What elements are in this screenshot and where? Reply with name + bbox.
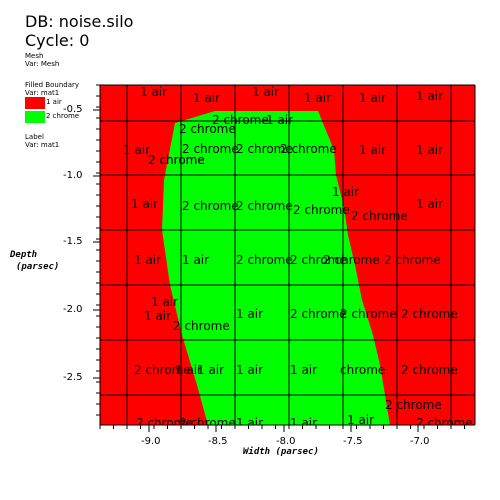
label-legend-title: Label xyxy=(25,133,59,141)
chrome-color-swatch xyxy=(25,111,45,123)
cell-label: 2 chrome xyxy=(280,142,337,156)
cell-label: 1 air xyxy=(144,309,171,323)
cell-label: 1 air xyxy=(347,413,374,425)
cell-label: 2 chrome xyxy=(293,203,350,217)
cell-label: 1 air xyxy=(123,143,150,157)
x-tick-label: -9.0 xyxy=(141,436,161,447)
filled-boundary-var: Var: mat1 xyxy=(25,89,79,97)
cell-label: 2 chrome xyxy=(148,153,205,167)
cell-label: 2 chrome xyxy=(323,253,380,267)
cell-label: 1 air xyxy=(236,416,263,425)
cell-label: 1 air xyxy=(416,197,443,211)
cell-label: 2 chrome xyxy=(212,113,269,127)
cell-label: 1 air xyxy=(416,89,443,103)
mesh-legend-var: Var: Mesh xyxy=(25,60,59,68)
cell-label: 2 chrome xyxy=(416,416,473,425)
cell-label: 2 chrome xyxy=(236,253,293,267)
air-legend-label: 1 air xyxy=(46,98,62,106)
cell-label: 1 air xyxy=(236,363,263,377)
x-tick-label: -8.5 xyxy=(208,436,228,447)
database-title: DB: noise.silo xyxy=(25,12,133,31)
cell-label: 2 chrome xyxy=(340,307,397,321)
cell-label: 1 air xyxy=(359,91,386,105)
mesh-legend-title: Mesh xyxy=(25,52,59,60)
x-tick-label: -7.0 xyxy=(410,436,430,447)
cell-label: 1 air xyxy=(182,253,209,267)
cell-label: 2 chrome xyxy=(173,319,230,333)
filled-boundary-title: Filled Boundary xyxy=(25,81,79,89)
cell-label: 1 air xyxy=(151,295,178,309)
cell-label: 1 air xyxy=(134,253,161,267)
x-tick-label: -8.0 xyxy=(276,436,296,447)
y-axis-title-line1: Depth xyxy=(10,250,37,260)
y-tick-label: -2.5 xyxy=(63,372,83,383)
cell-label: 2 chrome xyxy=(236,199,293,213)
cell-label: 1 air xyxy=(140,85,167,99)
cell-label: 2 chrome xyxy=(384,253,441,267)
air-color-swatch xyxy=(25,97,45,109)
cell-label: 1 air xyxy=(290,363,317,377)
cell-label: 1 air xyxy=(252,85,279,99)
label-legend: Label Var: mat1 xyxy=(25,133,59,149)
cell-label: 1 air xyxy=(197,363,224,377)
cell-label: 1 air xyxy=(332,185,359,199)
cell-label: 2 chrome xyxy=(385,398,442,412)
x-tick-label: -7.5 xyxy=(343,436,363,447)
y-tick-label: -0.5 xyxy=(63,104,83,115)
cell-label: 1 air xyxy=(359,143,386,157)
cell-label: 1 air xyxy=(304,91,331,105)
cell-label: 1 air xyxy=(193,91,220,105)
cell-label: 1 air xyxy=(236,307,263,321)
cell-label: 1 air xyxy=(131,197,158,211)
mesh-legend: Mesh Var: Mesh xyxy=(25,52,59,68)
cell-label: 2 chrome xyxy=(179,416,236,425)
y-tick-label: -1.0 xyxy=(63,170,83,181)
cell-label: chrome xyxy=(340,363,385,377)
cycle-label: Cycle: 0 xyxy=(25,31,89,50)
cell-label: 2 chrome xyxy=(401,307,458,321)
y-tick-label: -1.5 xyxy=(63,236,83,247)
cell-label: 2 chrome xyxy=(351,209,408,223)
cell-label: 2 chrome xyxy=(182,199,239,213)
plot-area: 1 air 1 air 1 air 1 air 1 air 1 air 2 chrome 2 … xyxy=(100,85,475,425)
x-axis-title: Width (parsec) xyxy=(243,447,319,457)
filled-boundary-legend: Filled Boundary Var: mat1 xyxy=(25,81,79,97)
y-tick-label: -2.0 xyxy=(63,304,83,315)
cell-label: 1 air xyxy=(290,416,317,425)
cell-label: 1 air xyxy=(266,113,293,127)
cell-label: 2 chrome xyxy=(401,363,458,377)
label-legend-var: Var: mat1 xyxy=(25,141,59,149)
cell-label: 1 air xyxy=(416,143,443,157)
y-axis-title-line2: (parsec) xyxy=(16,262,59,272)
cell-label: 2 chrome xyxy=(290,307,347,321)
